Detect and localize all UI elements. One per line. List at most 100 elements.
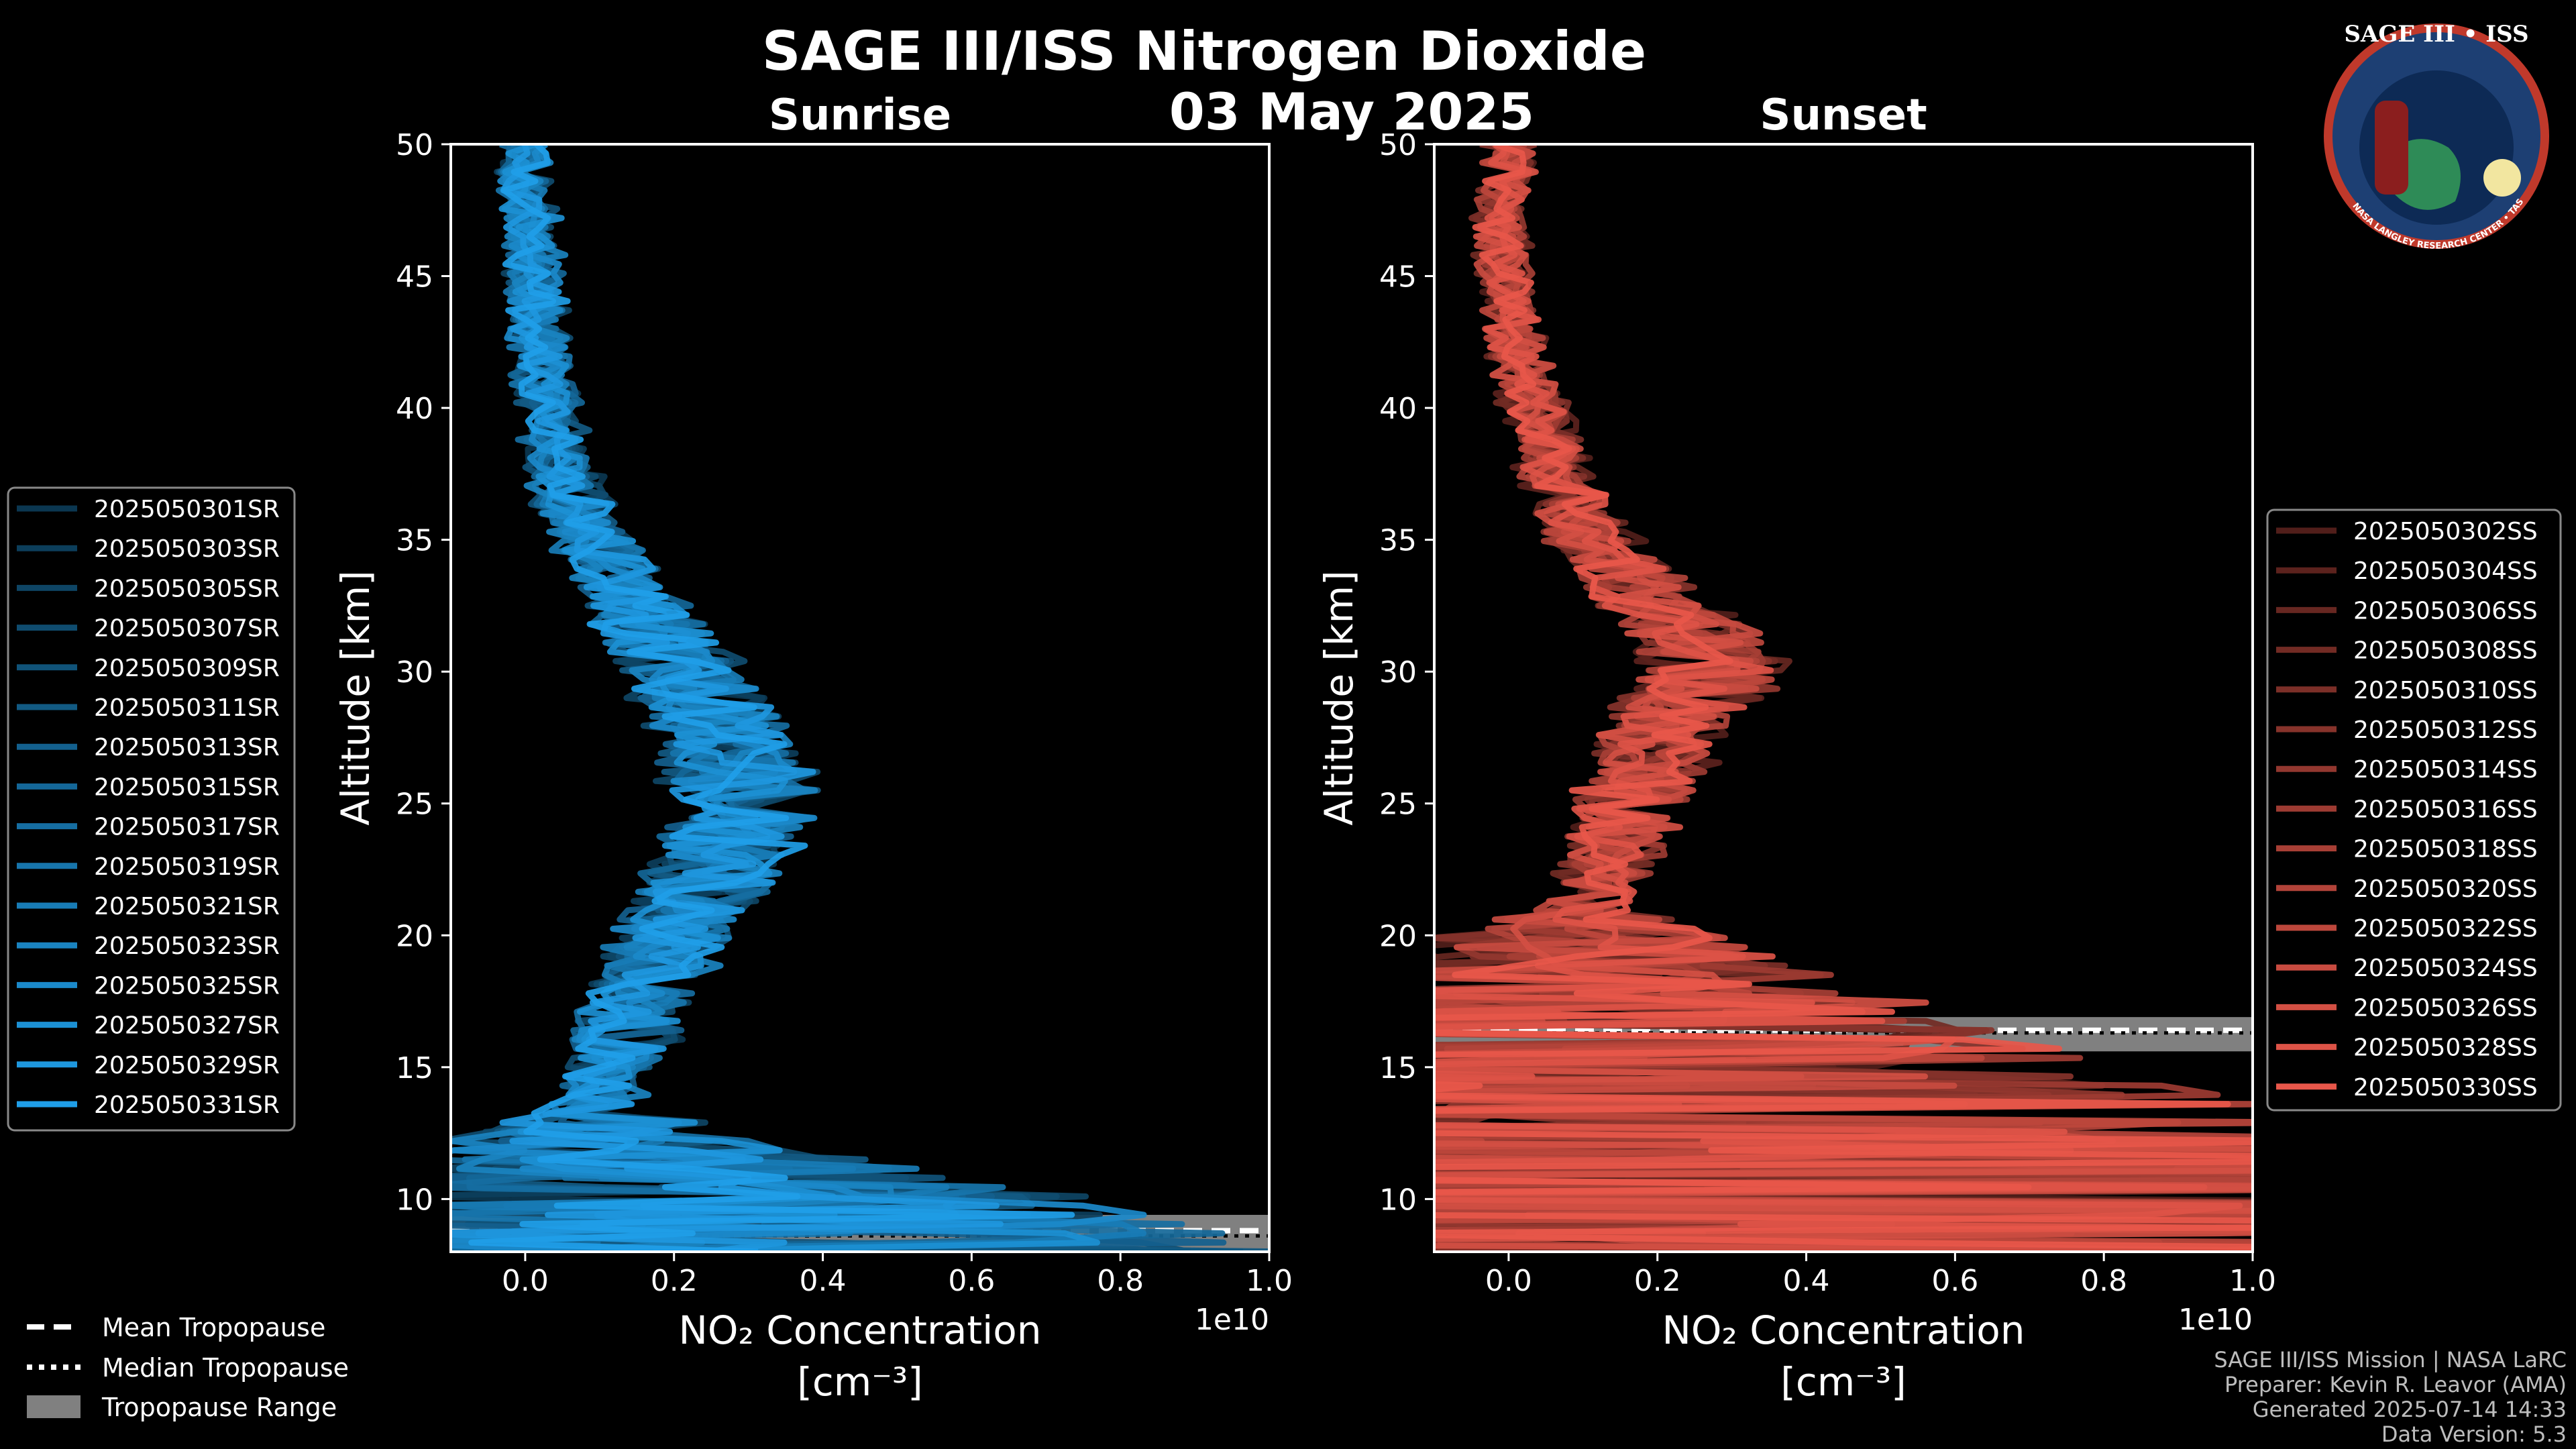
sunrise-legend-label: 2025050327SR — [94, 1012, 280, 1040]
sunrise-legend-label: 2025050325SR — [94, 972, 280, 1000]
footer-line-1: SAGE III/ISS Mission | NASA LaRC — [2214, 1347, 2567, 1373]
sunset-xtick-label: 1.0 — [2229, 1264, 2276, 1298]
sunrise-legend-label: 2025050329SR — [94, 1052, 280, 1079]
sunrise-profile-2025050331SR — [468, 144, 1075, 1252]
sunset-legend-entries: 2025050302SS 2025050304SS 2025050306SS 2025… — [2276, 518, 2538, 1102]
sunset-ytick-label: 25 — [1379, 788, 1417, 822]
sunset-ytick-label: 15 — [1379, 1051, 1417, 1085]
tropopause-legend: Mean Tropopause Median Tropopause Tropop… — [27, 1313, 349, 1422]
sunset-ytick-label: 10 — [1379, 1183, 1417, 1217]
sunset-legend: 2025050302SS 2025050304SS 2025050306SS 2025… — [2266, 508, 2562, 1112]
sunset-xtick-label: 0.2 — [1634, 1264, 1681, 1298]
sunrise-plot-area — [451, 144, 1269, 1252]
sunrise-legend-label: 2025050319SR — [94, 853, 280, 881]
sunset-legend-label: 2025050302SS — [2353, 518, 2538, 545]
sunrise-ytick-label: 10 — [396, 1183, 433, 1217]
sunrise-x-multiplier: 1e10 — [1195, 1303, 1269, 1337]
footer-credits: SAGE III/ISS Mission | NASA LaRC Prepare… — [2214, 1347, 2567, 1447]
sunrise-panel: Sunrise 0.0 0.2 0.4 0.6 0.8 1.0 10 15 20 25 30 35 40 4… — [333, 91, 1293, 1405]
sunrise-ytick-label: 25 — [396, 788, 433, 822]
sunrise-legend: 2025050301SR 2025050303SR 2025050305SR 2025… — [7, 486, 296, 1132]
sunset-legend-label: 2025050318SS — [2353, 836, 2538, 863]
sunrise-xtick-label: 0.0 — [502, 1264, 549, 1298]
sunset-legend-label: 2025050308SS — [2353, 637, 2538, 665]
sunset-legend-label: 2025050322SS — [2353, 915, 2538, 943]
sunrise-xtick-label: 1.0 — [1246, 1264, 1293, 1298]
sunset-legend-box — [2266, 508, 2562, 1112]
sunset-legend-label: 2025050316SS — [2353, 796, 2538, 823]
sunrise-legend-label: 2025050303SR — [94, 535, 280, 563]
sunset-xlabel: NO₂ Concentration — [1662, 1307, 2025, 1353]
sunset-ytick-label: 50 — [1379, 128, 1417, 162]
sunset-legend-label: 2025050330SS — [2353, 1074, 2538, 1102]
sunrise-legend-label: 2025050301SR — [94, 496, 280, 523]
sunrise-legend-box — [7, 486, 296, 1132]
sunrise-ytick-label: 45 — [396, 260, 433, 294]
sunrise-legend-label: 2025050323SR — [94, 932, 280, 960]
sunset-profile-2025050330SS — [1434, 144, 2253, 1250]
sunset-legend-label: 2025050326SS — [2353, 994, 2538, 1022]
sunrise-ytick-label: 35 — [396, 524, 433, 558]
sunset-legend-label: 2025050310SS — [2353, 677, 2538, 704]
sunset-xtick-label: 0.6 — [1931, 1264, 1978, 1298]
sunrise-xtick-label: 0.8 — [1097, 1264, 1144, 1298]
figure-date: 03 May 2025 — [1169, 82, 1534, 142]
sunrise-legend-label: 2025050315SR — [94, 773, 280, 801]
sunset-ytick-label: 35 — [1379, 524, 1417, 558]
sunrise-ylabel: Altitude [km] — [333, 570, 378, 825]
sunrise-xtick-label: 0.4 — [800, 1264, 847, 1298]
sunset-axes-frame — [1433, 143, 2254, 1253]
footer-line-3: Generated 2025-07-14 14:33 — [2253, 1397, 2567, 1422]
sunset-legend-label: 2025050320SS — [2353, 875, 2538, 903]
mean-tropopause-label: Mean Tropopause — [102, 1313, 325, 1342]
tropopause-range-swatch — [27, 1395, 80, 1418]
sunrise-legend-label: 2025050307SR — [94, 615, 280, 643]
sunset-xtick-label: 0.4 — [1783, 1264, 1830, 1298]
sunset-xunits: [cm⁻³] — [1780, 1359, 1907, 1405]
sunset-legend-label: 2025050324SS — [2353, 955, 2538, 982]
sunset-plot-area — [1434, 144, 2253, 1252]
median-tropopause-label: Median Tropopause — [102, 1353, 349, 1383]
footer-line-4: Data Version: 5.3 — [2381, 1421, 2567, 1447]
sunrise-ytick-label: 40 — [396, 392, 433, 426]
sunset-ytick-label: 45 — [1379, 260, 1417, 294]
footer-line-2: Preparer: Kevin R. Leavor (AMA) — [2224, 1372, 2567, 1397]
sunrise-ytick-label: 30 — [396, 655, 433, 690]
sunset-legend-label: 2025050306SS — [2353, 597, 2538, 625]
sunrise-ytick-label: 50 — [396, 128, 433, 162]
sunrise-legend-label: 2025050311SR — [94, 694, 280, 722]
sunset-panel: Sunset 0.0 0.2 0.4 0.6 0.8 1.0 10 15 20 25 30 35 40 45… — [1316, 91, 2276, 1405]
sunset-ytick-label: 20 — [1379, 919, 1417, 953]
sunset-xtick-label: 0.8 — [2080, 1264, 2127, 1298]
sunset-ytick-label: 30 — [1379, 655, 1417, 690]
sunrise-legend-label: 2025050309SR — [94, 655, 280, 682]
sunset-ylabel: Altitude [km] — [1316, 570, 1362, 825]
sunrise-legend-label: 2025050305SR — [94, 575, 280, 602]
sunrise-legend-label: 2025050321SR — [94, 893, 280, 920]
sunset-legend-label: 2025050314SS — [2353, 756, 2538, 784]
sunrise-legend-label: 2025050331SR — [94, 1091, 280, 1119]
sunrise-xunits: [cm⁻³] — [797, 1359, 923, 1405]
sunset-xtick-label: 0.0 — [1485, 1264, 1532, 1298]
logo-title: SAGE III • ISS — [2344, 21, 2528, 48]
sunset-x-multiplier: 1e10 — [2178, 1303, 2253, 1337]
sunrise-ytick-label: 20 — [396, 919, 433, 953]
sunrise-profile-2025050329SR — [451, 144, 1004, 1252]
logo-moon-icon — [2483, 159, 2521, 197]
sunrise-xlabel: NO₂ Concentration — [678, 1307, 1041, 1353]
sunrise-ytick-label: 15 — [396, 1051, 433, 1085]
sunset-ytick-label: 40 — [1379, 392, 1417, 426]
sunrise-xtick-label: 0.2 — [651, 1264, 698, 1298]
sunrise-legend-label: 2025050317SR — [94, 814, 280, 841]
sunset-legend-label: 2025050328SS — [2353, 1034, 2538, 1062]
sunrise-axes-frame — [449, 143, 1271, 1253]
tropopause-range-label: Tropopause Range — [101, 1393, 337, 1422]
sunrise-legend-label: 2025050313SR — [94, 734, 280, 761]
sunset-panel-title: Sunset — [1760, 91, 1927, 140]
sunset-legend-label: 2025050312SS — [2353, 716, 2538, 744]
figure-title: SAGE III/ISS Nitrogen Dioxide — [762, 20, 1646, 83]
sunrise-panel-title: Sunrise — [769, 91, 951, 140]
sunrise-legend-entries: 2025050301SR 2025050303SR 2025050305SR 2025… — [17, 496, 280, 1119]
sunset-legend-label: 2025050304SS — [2353, 557, 2538, 585]
